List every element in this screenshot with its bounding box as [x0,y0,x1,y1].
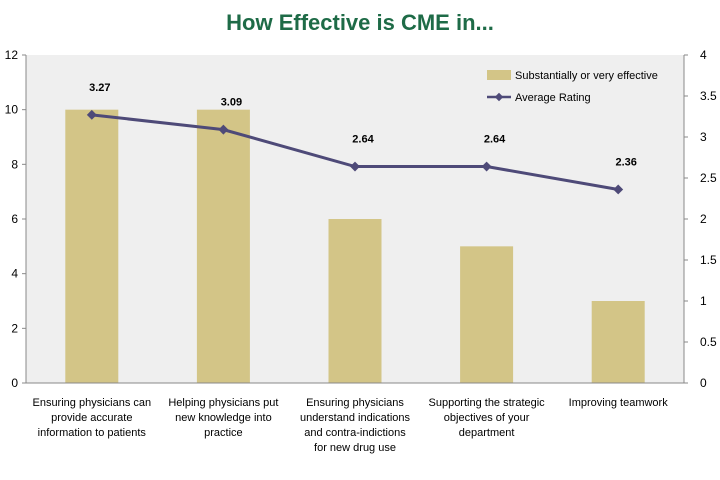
y-right-tick-label: 2.5 [700,171,717,185]
category-label: for new drug use [314,442,396,454]
y-left-tick-label: 10 [5,103,19,117]
chart-title: How Effective is CME in... [226,10,494,35]
y-left-tick-label: 8 [11,157,18,171]
category-label: objectives of your [444,412,530,424]
y-left-tick-label: 6 [11,212,18,226]
category-label: and contra-indictions [304,427,406,439]
line-marker [613,184,624,195]
category-label: provide accurate [51,412,132,424]
legend-line-label: Average Rating [515,92,591,104]
y-left-tick-label: 12 [5,48,19,62]
y-right-tick-label: 1 [700,294,707,308]
data-label: 2.64 [352,134,374,146]
category-label: Supporting the strategic [429,397,546,409]
line-marker [481,161,492,172]
category-label: department [459,427,515,439]
line-marker [86,109,97,120]
data-label: 2.36 [615,156,636,168]
category-label: information to patients [38,427,147,439]
category-label: understand indications [300,412,411,424]
data-label: 2.64 [484,134,506,146]
category-label: practice [204,427,243,439]
legend-line-marker [494,92,504,102]
y-left-tick-label: 2 [11,321,18,335]
legend-bar-swatch [487,70,511,80]
y-left-tick-label: 0 [11,376,18,390]
y-right-tick-label: 3.5 [700,89,717,103]
bar [65,109,119,384]
category-label: Helping physicians put [168,397,278,409]
bar [328,219,382,383]
y-left-tick-label: 4 [11,267,18,281]
bar [591,301,645,383]
line-marker [350,161,360,172]
y-right-tick-label: 1.5 [700,253,717,267]
bar [460,246,514,383]
category-label: Improving teamwork [569,397,669,409]
legend: Substantially or very effective Average … [487,70,658,104]
legend-bar-label: Substantially or very effective [515,70,658,82]
category-label: Ensuring physicians [306,397,404,409]
y-right-tick-label: 3 [700,130,707,144]
y-right-tick-label: 0.5 [700,335,717,349]
y-right-tick-label: 2 [700,212,707,226]
category-label: new knowledge into [175,412,272,424]
data-label: 3.09 [221,97,242,109]
y-right-tick-label: 4 [700,48,707,62]
data-label: 3.27 [89,82,110,94]
bar [196,109,250,384]
category-label: Ensuring physicians can [32,397,151,409]
y-right-tick-label: 0 [700,376,707,390]
